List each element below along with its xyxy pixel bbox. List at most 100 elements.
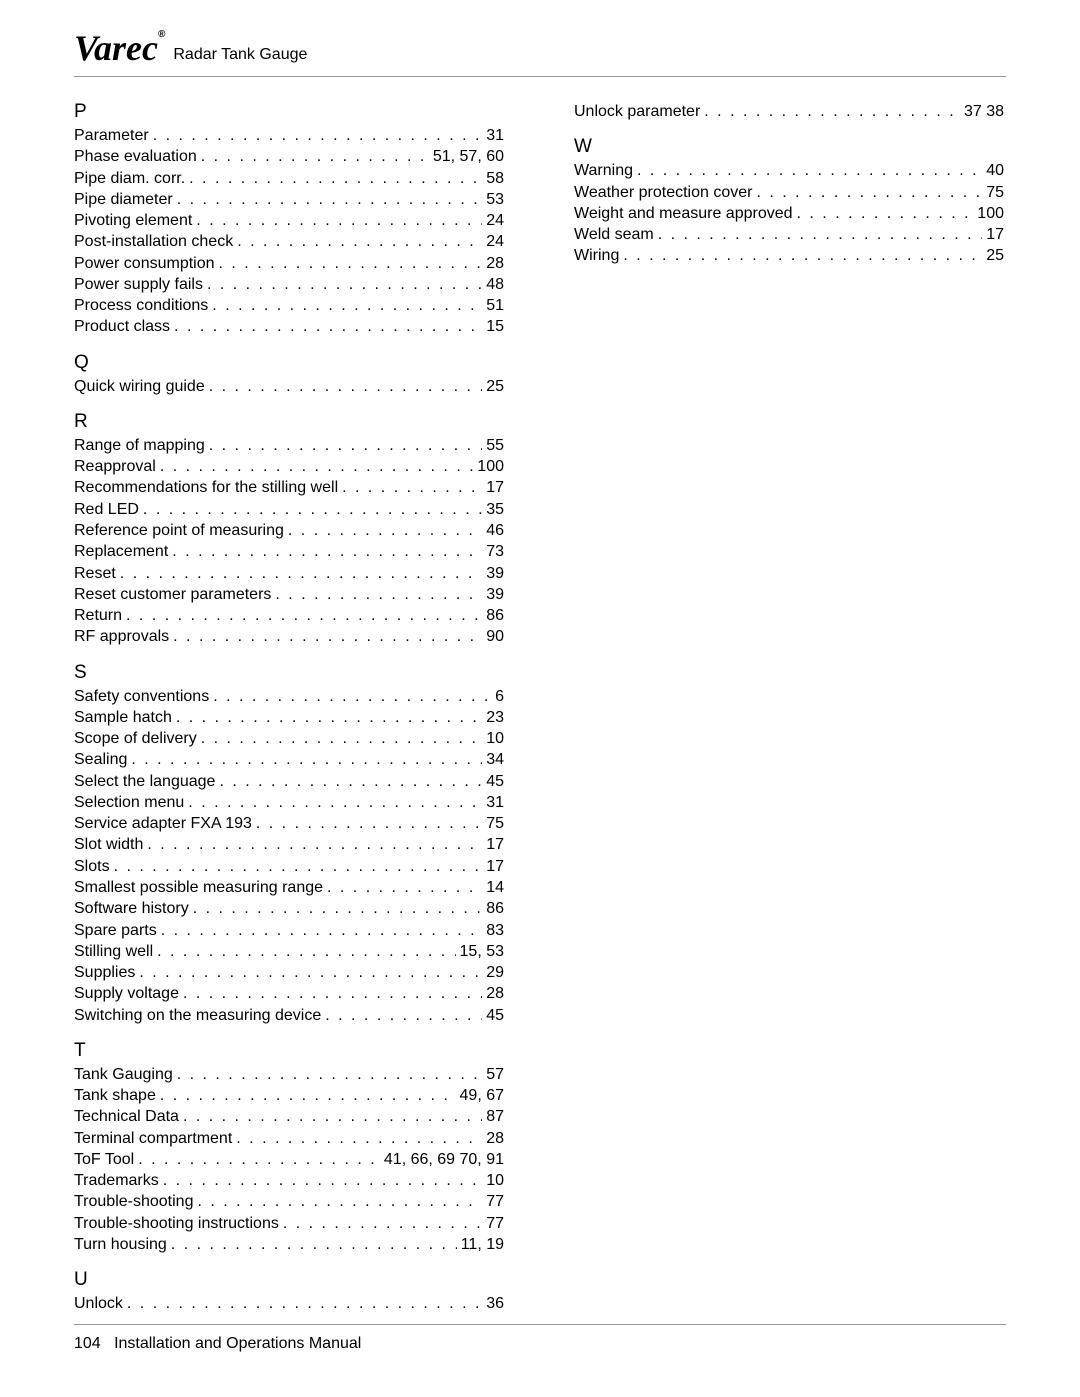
index-entry-dots — [209, 435, 482, 456]
index-entry-term: Power consumption — [74, 253, 215, 274]
index-entry-dots — [183, 983, 482, 1004]
index-entry-term: Terminal compartment — [74, 1128, 232, 1149]
index-entry-pages: 77 — [486, 1213, 504, 1234]
index-entry-dots — [201, 728, 482, 749]
index-entry-dots — [160, 1085, 456, 1106]
index-entry-term: Trouble-shooting — [74, 1191, 193, 1212]
index-entry-term: Spare parts — [74, 920, 157, 941]
index-entry-term: Phase evaluation — [74, 146, 197, 167]
index-entry-pages: 40 — [986, 160, 1004, 181]
index-entry: Software history86 — [74, 898, 504, 919]
index-entry: Sample hatch23 — [74, 707, 504, 728]
page: Varec® Radar Tank Gauge PParameter 31 Phas… — [0, 0, 1080, 1397]
index-section-letter: T — [74, 1040, 504, 1062]
index-entry-dots — [213, 686, 491, 707]
index-entry-term: Safety conventions — [74, 686, 209, 707]
index-entry: Unlock parameter37 38 — [574, 101, 1004, 122]
index-entry: Recommendations for the stilling well 17 — [74, 477, 504, 498]
index-entry-pages: 15 — [486, 316, 504, 337]
index-entry-pages: 28 — [486, 1128, 504, 1149]
index-entry: Wiring25 — [574, 245, 1004, 266]
index-entry: Phase evaluation51, 57, 60 — [74, 146, 504, 167]
index-entry-term: Weld seam — [574, 224, 654, 245]
index-entry-pages: 37 38 — [964, 101, 1004, 122]
index-entry-dots — [173, 626, 482, 647]
index-entry-term: Smallest possible measuring range — [74, 877, 323, 898]
index-entry-dots — [161, 920, 482, 941]
index-entry-term: Power supply fails — [74, 274, 203, 295]
logo: Varec® — [74, 30, 165, 68]
index-entry-term: Quick wiring guide — [74, 376, 205, 397]
index-entry: Pipe diameter53 — [74, 189, 504, 210]
index-section-letter: P — [74, 101, 504, 123]
index-entry: Replacement73 — [74, 541, 504, 562]
index-entry: Spare parts83 — [74, 920, 504, 941]
index-entry-term: Sealing — [74, 749, 127, 770]
index-entry-pages: 45 — [486, 771, 504, 792]
index-entry-dots — [209, 376, 482, 397]
index-section-letter: R — [74, 411, 504, 433]
index-entry-dots — [171, 1234, 457, 1255]
header-title: Radar Tank Gauge — [173, 46, 307, 68]
index-entry: Weld seam17 — [574, 224, 1004, 245]
index-entry: Reset39 — [74, 563, 504, 584]
index-entry-dots — [177, 1064, 482, 1085]
index-entry: Warning40 — [574, 160, 1004, 181]
index-entry-term: Service adapter FXA 193 — [74, 813, 252, 834]
index-entry-dots — [236, 1128, 482, 1149]
index-entry-pages: 51 — [486, 295, 504, 316]
index-entry-term: Weather protection cover — [574, 182, 752, 203]
index-entry: Power consumption 28 — [74, 253, 504, 274]
index-entry-dots — [623, 245, 982, 266]
index-entry-term: Trouble-shooting instructions — [74, 1213, 279, 1234]
index-entry-term: Reset — [74, 563, 116, 584]
index-entry-term: RF approvals — [74, 626, 169, 647]
index-entry-dots — [188, 792, 482, 813]
index-entry-dots — [147, 834, 482, 855]
index-entry: Stilling well15, 53 — [74, 941, 504, 962]
index-entry-pages: 28 — [486, 983, 504, 1004]
index-entry-dots — [126, 605, 482, 626]
index-entry-pages: 39 — [486, 584, 504, 605]
index-entry: Safety conventions6 — [74, 686, 504, 707]
index-entry: Weather protection cover75 — [574, 182, 1004, 203]
index-entry-term: Recommendations for the stilling well — [74, 477, 338, 498]
index-entry: Pipe diam. corr.58 — [74, 168, 504, 189]
index-entry-term: Stilling well — [74, 941, 153, 962]
index-entry-pages: 73 — [486, 541, 504, 562]
index-entry-pages: 86 — [486, 898, 504, 919]
index-entry: Scope of delivery10 — [74, 728, 504, 749]
index-entry-term: Reapproval — [74, 456, 156, 477]
index-entry-pages: 77 — [486, 1191, 504, 1212]
index-entry: Reference point of measuring46 — [74, 520, 504, 541]
index-entry-pages: 41, 66, 69 70, 91 — [384, 1149, 504, 1170]
index-entry-term: Scope of delivery — [74, 728, 197, 749]
index-entry-term: ToF Tool — [74, 1149, 134, 1170]
index-entry: Tank shape49, 67 — [74, 1085, 504, 1106]
index-entry-pages: 14 — [486, 877, 504, 898]
index-entry-pages: 48 — [486, 274, 504, 295]
index-entry-pages: 17 — [486, 856, 504, 877]
index-entry-term: Trademarks — [74, 1170, 159, 1191]
index-entry-term: Selection menu — [74, 792, 184, 813]
index-entry-dots — [283, 1213, 482, 1234]
index-entry-dots — [172, 541, 482, 562]
index-entry: Range of mapping55 — [74, 435, 504, 456]
index-entry-term: Parameter — [74, 125, 149, 146]
index-entry: Post-installation check24 — [74, 231, 504, 252]
page-footer: 104 Installation and Operations Manual — [74, 1324, 1006, 1353]
index-entry-pages: 28 — [486, 253, 504, 274]
index-entry-pages: 100 — [477, 456, 504, 477]
index-entry-term: Tank shape — [74, 1085, 156, 1106]
index-entry-pages: 17 — [486, 477, 504, 498]
index-entry: Reapproval 100 — [74, 456, 504, 477]
index-entry-pages: 11, 19 — [461, 1234, 504, 1255]
index-entry-term: Red LED — [74, 499, 139, 520]
index-entry-term: Return — [74, 605, 122, 626]
index-entry-pages: 46 — [486, 520, 504, 541]
index-entry-dots — [288, 520, 482, 541]
index-entry-pages: 87 — [486, 1106, 504, 1127]
index-entry-pages: 31 — [486, 792, 504, 813]
index-entry: Power supply fails 48 — [74, 274, 504, 295]
index-entry-term: Pivoting element — [74, 210, 192, 231]
